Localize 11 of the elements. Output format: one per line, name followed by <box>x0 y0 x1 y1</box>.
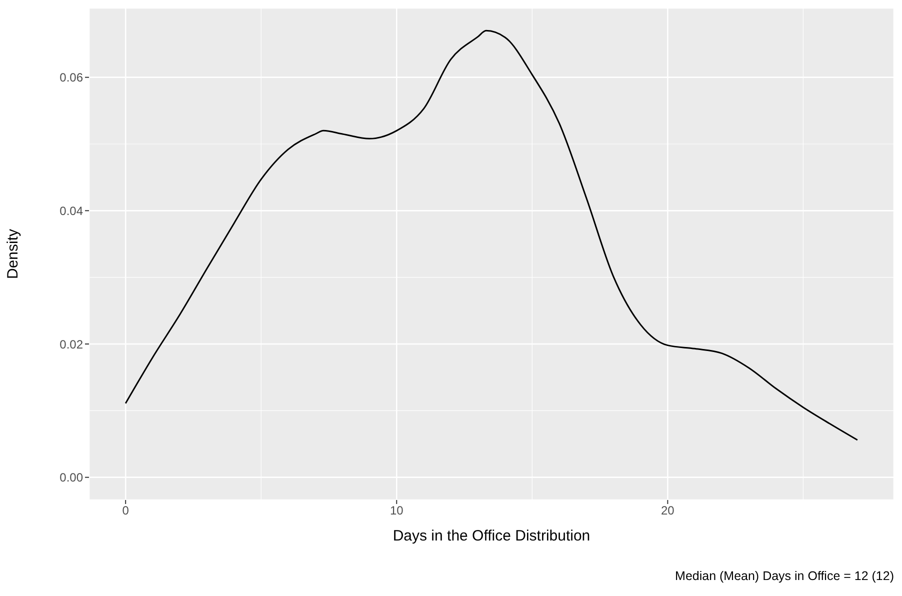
x-tick-label: 0 <box>122 504 130 518</box>
x-axis-title: Days in the Office Distribution <box>392 528 590 545</box>
text: Median (Mean) Days in Office = 12 (12) <box>675 569 894 583</box>
y-tick-label: 0.00 <box>60 470 84 485</box>
x-tick-label: 10 <box>390 504 404 518</box>
y-tick-label: 0.06 <box>60 70 84 85</box>
x-tick-label: 20 <box>661 504 675 518</box>
y-tick-label: 0.04 <box>60 204 84 218</box>
line-series <box>124 30 858 441</box>
y-axis-title: Density <box>4 228 22 280</box>
y-tick-label: 0.02 <box>60 337 84 352</box>
